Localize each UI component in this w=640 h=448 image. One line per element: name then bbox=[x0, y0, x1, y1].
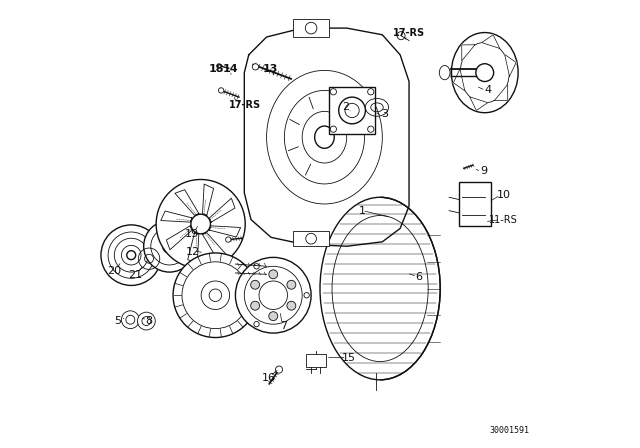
Polygon shape bbox=[175, 190, 199, 215]
Circle shape bbox=[339, 97, 365, 124]
Polygon shape bbox=[161, 211, 192, 222]
Text: 12: 12 bbox=[186, 246, 200, 257]
Text: 21: 21 bbox=[129, 270, 143, 280]
Polygon shape bbox=[505, 54, 516, 76]
Polygon shape bbox=[209, 198, 235, 222]
Ellipse shape bbox=[315, 126, 334, 148]
Circle shape bbox=[251, 280, 260, 289]
Text: 15: 15 bbox=[342, 353, 356, 362]
Text: 8: 8 bbox=[145, 315, 152, 326]
Text: 30001591: 30001591 bbox=[489, 426, 529, 435]
Circle shape bbox=[156, 180, 245, 268]
Bar bbox=[293, 231, 329, 246]
Circle shape bbox=[122, 311, 140, 329]
Circle shape bbox=[275, 366, 283, 373]
Bar bbox=[459, 182, 491, 226]
Circle shape bbox=[251, 301, 260, 310]
Circle shape bbox=[144, 220, 195, 272]
Text: 11-RS: 11-RS bbox=[489, 215, 518, 225]
Bar bbox=[329, 87, 375, 134]
Text: 10: 10 bbox=[497, 190, 511, 200]
Polygon shape bbox=[188, 233, 199, 264]
Text: 18: 18 bbox=[209, 64, 225, 74]
Text: 9: 9 bbox=[480, 167, 488, 177]
Ellipse shape bbox=[439, 65, 450, 80]
Text: 7: 7 bbox=[280, 320, 287, 331]
Polygon shape bbox=[202, 233, 227, 258]
Polygon shape bbox=[209, 226, 241, 237]
Text: 3: 3 bbox=[381, 109, 388, 119]
Circle shape bbox=[217, 64, 221, 68]
Circle shape bbox=[138, 312, 156, 330]
Circle shape bbox=[397, 32, 405, 40]
Text: 14: 14 bbox=[222, 64, 238, 74]
Text: 5: 5 bbox=[114, 315, 121, 326]
Text: 2: 2 bbox=[342, 102, 349, 112]
Polygon shape bbox=[495, 85, 508, 100]
Polygon shape bbox=[202, 184, 214, 215]
Ellipse shape bbox=[320, 197, 440, 380]
Text: 19: 19 bbox=[185, 229, 199, 239]
Circle shape bbox=[173, 253, 258, 337]
Bar bbox=[293, 19, 329, 37]
Polygon shape bbox=[453, 69, 465, 91]
Circle shape bbox=[252, 64, 259, 70]
Circle shape bbox=[476, 64, 493, 82]
Polygon shape bbox=[461, 45, 475, 61]
Circle shape bbox=[191, 214, 211, 234]
Text: 16: 16 bbox=[261, 373, 275, 383]
Circle shape bbox=[218, 88, 224, 93]
Circle shape bbox=[226, 237, 231, 242]
Text: 13: 13 bbox=[262, 64, 278, 74]
Polygon shape bbox=[166, 226, 192, 250]
Text: 1: 1 bbox=[359, 206, 366, 215]
Circle shape bbox=[287, 280, 296, 289]
Circle shape bbox=[287, 301, 296, 310]
Circle shape bbox=[101, 225, 161, 285]
Bar bbox=[306, 354, 326, 367]
Circle shape bbox=[269, 270, 278, 279]
Text: 6: 6 bbox=[415, 272, 422, 282]
Ellipse shape bbox=[451, 33, 518, 113]
Polygon shape bbox=[482, 35, 500, 48]
Text: 17-RS: 17-RS bbox=[229, 100, 261, 110]
Polygon shape bbox=[244, 28, 409, 246]
Circle shape bbox=[236, 258, 311, 333]
Text: 4: 4 bbox=[484, 86, 492, 95]
Text: 17-RS: 17-RS bbox=[393, 28, 425, 39]
Circle shape bbox=[269, 312, 278, 321]
Polygon shape bbox=[470, 97, 488, 111]
Text: 20: 20 bbox=[108, 266, 122, 276]
